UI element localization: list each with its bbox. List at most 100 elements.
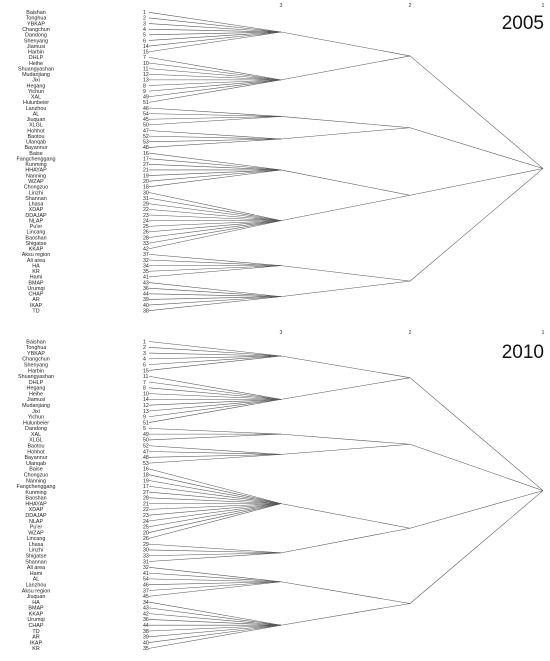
leaf-edge — [148, 503, 282, 539]
leaf-edge — [148, 62, 282, 81]
city-label: Dandong — [25, 426, 47, 432]
leaf-number: 8 — [143, 83, 146, 89]
leaf-number: 48 — [143, 455, 149, 461]
leaf-number: 37 — [143, 588, 149, 594]
leaf-number: 41 — [143, 275, 149, 281]
leaf-number: 5 — [143, 33, 146, 39]
leaf-number: 26 — [143, 230, 149, 236]
leaf-number: 4 — [143, 357, 146, 363]
city-label: Baoshan — [25, 496, 46, 502]
leaf-number: 10 — [143, 391, 149, 397]
city-label: CHAP — [29, 292, 44, 298]
city-label: Ali area — [27, 565, 45, 571]
leaf-number: 27 — [143, 162, 149, 168]
city-label: Tonghua — [26, 345, 47, 351]
city-label: KKAP — [29, 247, 44, 253]
leaf-edge — [148, 214, 282, 221]
leaf-edge — [148, 197, 282, 221]
leaf-edge — [148, 169, 282, 182]
leaf-edge — [148, 399, 282, 412]
root-edge — [409, 168, 544, 196]
root-edge — [409, 55, 544, 169]
group-edge — [280, 55, 411, 81]
leaf-number: 6 — [143, 38, 146, 44]
leaf-edge — [148, 503, 282, 510]
leaf-number: 45 — [143, 117, 149, 123]
city-label: Bayannur — [24, 455, 47, 461]
city-label: Harbin — [28, 368, 44, 374]
leaf-edge — [148, 113, 282, 117]
city-label: Baishan — [26, 10, 45, 16]
leaf-number: 29 — [143, 542, 149, 548]
leaf-edge — [148, 480, 282, 504]
leaf-edge — [148, 28, 282, 33]
leaf-number: 3 — [143, 351, 146, 357]
city-label: IKAP — [30, 640, 43, 646]
city-label: Jiamusi — [27, 44, 45, 50]
leaf-edge — [148, 387, 282, 400]
city-label: AR — [32, 635, 40, 641]
leaf-edge — [148, 259, 282, 266]
leaf-number: 51 — [143, 420, 149, 426]
leaf-number: 36 — [143, 286, 149, 292]
leaf-number: 21 — [143, 501, 149, 507]
city-label: XLGL — [29, 438, 43, 444]
leaf-number: 33 — [143, 554, 149, 560]
city-label: Shuangyashan — [18, 374, 54, 380]
level-label-1: 1 — [542, 3, 545, 9]
city-label: Dandong — [25, 33, 47, 39]
level-label-2: 2 — [409, 330, 412, 336]
city-label: Heihe — [29, 391, 43, 397]
group-edge — [280, 433, 411, 445]
leaf-edge — [148, 79, 282, 86]
leaf-edge — [148, 581, 282, 585]
leaf-edge — [148, 613, 282, 626]
city-label: HHAYAP — [25, 501, 47, 507]
leaf-edge — [148, 135, 282, 140]
city-label: Urumqi — [27, 617, 44, 623]
level-label-3: 3 — [280, 330, 283, 336]
leaf-edge — [148, 31, 282, 47]
city-label: XDAP — [29, 507, 44, 513]
city-label: WZAP — [28, 179, 44, 185]
city-label: YBKAP — [27, 351, 45, 357]
leaf-edge — [148, 503, 282, 522]
leaf-edge — [148, 192, 282, 221]
city-label: NLAP — [29, 519, 43, 525]
city-label: AL — [33, 111, 40, 117]
leaf-edge — [148, 543, 282, 554]
leaf-edge — [148, 31, 282, 52]
leaf-number: 11 — [143, 374, 148, 380]
leaf-number: 32 — [143, 258, 149, 264]
leaf-edge — [148, 152, 282, 171]
leaf-number: 19 — [143, 173, 149, 179]
leaf-number: 24 — [143, 519, 149, 525]
city-label: Lanzhou — [26, 106, 47, 112]
leaf-edge — [148, 581, 282, 591]
city-label: Lanzhou — [26, 582, 47, 588]
leaf-number: 49 — [143, 95, 149, 101]
leaf-edge — [148, 445, 282, 455]
leaf-number: 53 — [143, 140, 149, 146]
leaf-edge — [148, 164, 282, 171]
city-label: WZAP — [28, 530, 44, 536]
city-label: CHAP — [29, 623, 44, 629]
leaf-number: 52 — [143, 444, 149, 450]
leaf-number: 17 — [143, 484, 149, 490]
city-label: Lhasa — [29, 202, 44, 208]
city-label: Shenyang — [24, 38, 48, 44]
leaf-number: 39 — [143, 297, 149, 303]
leaf-edge — [148, 31, 282, 41]
city-label: Shigatse — [26, 554, 47, 560]
city-label: Mudanjiang — [22, 72, 50, 78]
leaf-number: 5 — [143, 426, 146, 432]
leaf-number: 40 — [143, 640, 149, 646]
leaf-edge — [148, 138, 282, 143]
leaf-edge — [148, 381, 282, 400]
city-label: Fangchenggang — [17, 156, 56, 162]
leaf-edge — [148, 601, 282, 626]
leaf-number: 10 — [143, 61, 149, 67]
leaf-number: 40 — [143, 303, 149, 309]
leaf-edge — [148, 220, 282, 238]
